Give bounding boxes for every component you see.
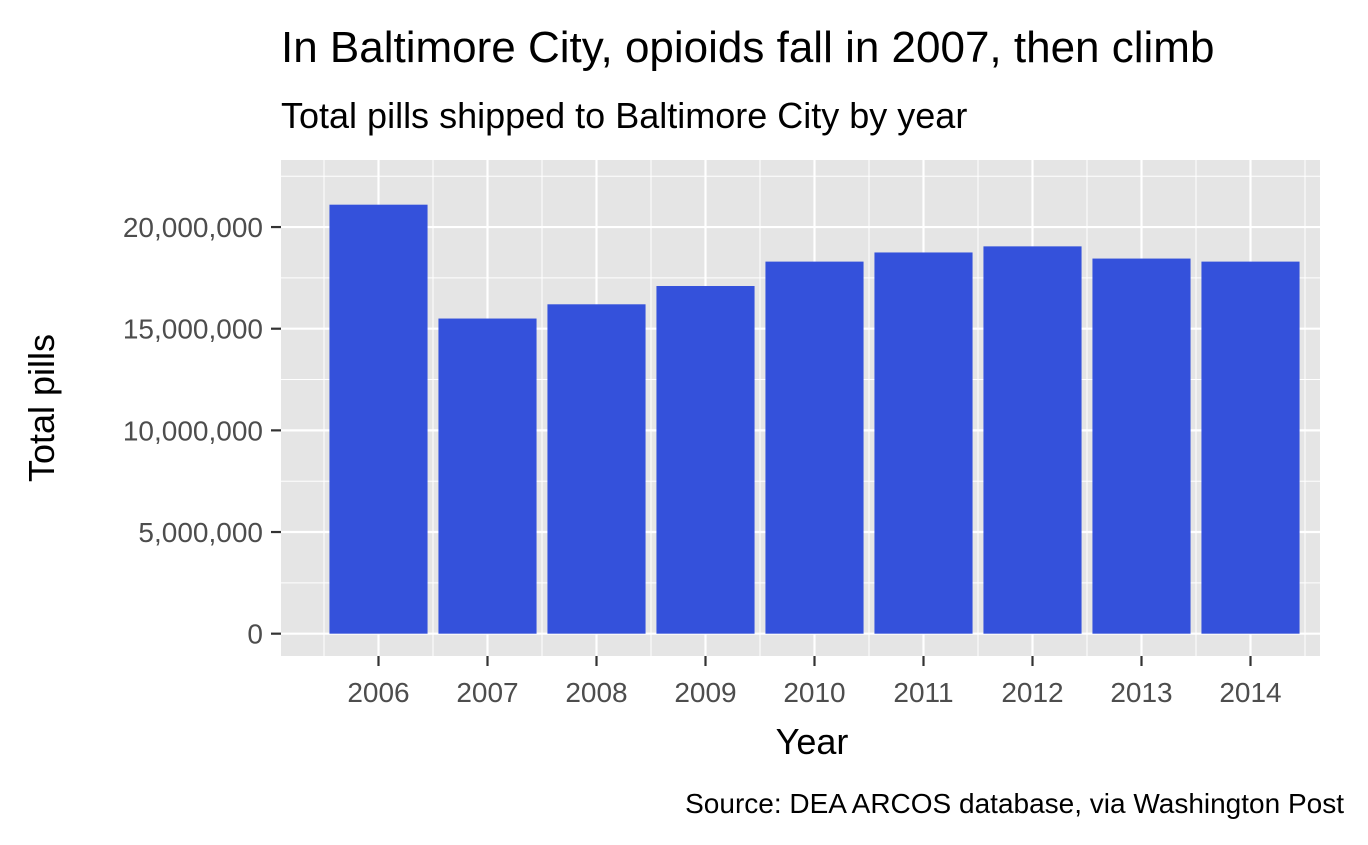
y-axis: 0 5,000,000 10,000,000 15,000,000 20,000,000 <box>123 212 281 650</box>
y-tick-label: 0 <box>247 619 263 650</box>
bar-2009 <box>656 286 755 634</box>
x-tick-label: 2014 <box>1219 677 1281 708</box>
bar-2014 <box>1201 261 1300 634</box>
bar-2010 <box>765 261 864 634</box>
x-tick-label: 2013 <box>1110 677 1172 708</box>
x-tick-label: 2009 <box>674 677 736 708</box>
bar-2012 <box>983 246 1082 634</box>
bar-2013 <box>1092 258 1191 634</box>
x-tick-label: 2007 <box>456 677 518 708</box>
x-tick-label: 2008 <box>565 677 627 708</box>
chart-subtitle: Total pills shipped to Baltimore City by… <box>281 95 967 136</box>
x-axis-label: Year <box>776 721 849 762</box>
x-tick-label: 2006 <box>347 677 409 708</box>
y-tick-label: 10,000,000 <box>123 415 263 446</box>
y-tick-label: 20,000,000 <box>123 212 263 243</box>
y-tick-label: 15,000,000 <box>123 314 263 345</box>
bar-2008 <box>547 304 646 634</box>
bar-2006 <box>329 204 428 634</box>
bar-2007 <box>438 318 537 634</box>
y-tick-label: 5,000,000 <box>138 517 263 548</box>
x-tick-label: 2011 <box>893 677 953 708</box>
bars <box>329 204 1300 634</box>
x-tick-label: 2012 <box>1001 677 1063 708</box>
bar-2011 <box>874 252 973 634</box>
x-axis: 2006 2007 2008 2009 2010 2011 2012 2013 2014 <box>347 656 1282 708</box>
y-axis-label: Total pills <box>21 334 62 482</box>
x-tick-label: 2010 <box>783 677 845 708</box>
chart-title: In Baltimore City, opioids fall in 2007,… <box>281 23 1214 72</box>
chart-caption: Source: DEA ARCOS database, via Washingt… <box>685 788 1344 819</box>
